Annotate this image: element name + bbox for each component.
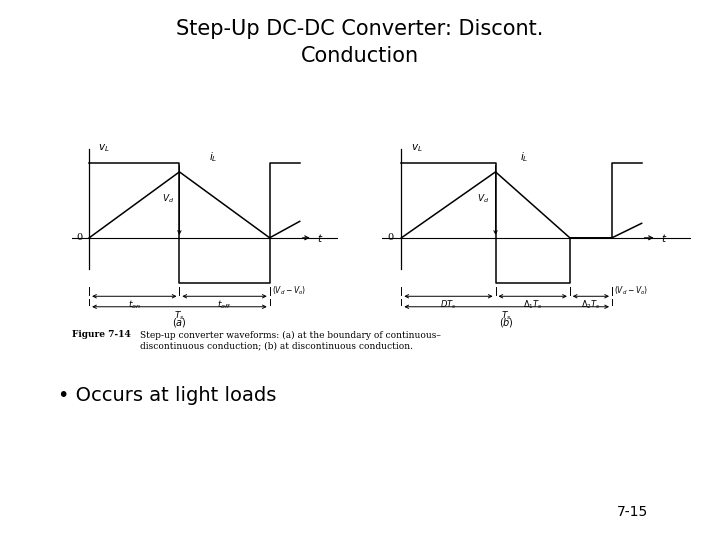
- Text: $V_d$: $V_d$: [477, 193, 490, 205]
- Text: $t_{on}$: $t_{on}$: [128, 299, 141, 311]
- Text: 0: 0: [76, 233, 83, 242]
- Text: 0: 0: [388, 233, 394, 242]
- Text: Step-up converter waveforms: (a) at the boundary of continuous–
discontinuous co: Step-up converter waveforms: (a) at the …: [140, 330, 441, 350]
- Text: $(b)$: $(b)$: [499, 316, 514, 329]
- Text: $t$: $t$: [317, 232, 323, 244]
- Text: $DT_s$: $DT_s$: [440, 299, 456, 311]
- Text: $v_L$: $v_L$: [98, 142, 109, 154]
- Text: $(a)$: $(a)$: [172, 316, 186, 329]
- Text: Figure 7-14: Figure 7-14: [72, 330, 131, 340]
- Text: $\Delta_2 T_s$: $\Delta_2 T_s$: [581, 299, 600, 311]
- Text: $T_s$: $T_s$: [174, 309, 185, 321]
- Text: $v_L$: $v_L$: [411, 142, 423, 154]
- Text: $i_L$: $i_L$: [210, 151, 218, 164]
- Text: Step-Up DC-DC Converter: Discont.: Step-Up DC-DC Converter: Discont.: [176, 19, 544, 39]
- Text: • Occurs at light loads: • Occurs at light loads: [58, 386, 276, 405]
- Text: $V_d$: $V_d$: [162, 193, 174, 205]
- Text: $(V_d - V_o)$: $(V_d - V_o)$: [614, 284, 649, 297]
- Text: $T_s$: $T_s$: [501, 309, 512, 321]
- Text: Conduction: Conduction: [301, 46, 419, 66]
- Text: 7-15: 7-15: [617, 505, 648, 519]
- Text: $\Delta_1 T_s$: $\Delta_1 T_s$: [523, 299, 543, 311]
- Text: $(V_d - V_o)$: $(V_d - V_o)$: [272, 284, 306, 297]
- Text: $t_{off}$: $t_{off}$: [217, 299, 232, 311]
- Text: $i_L$: $i_L$: [521, 151, 528, 164]
- Text: $t$: $t$: [662, 232, 668, 244]
